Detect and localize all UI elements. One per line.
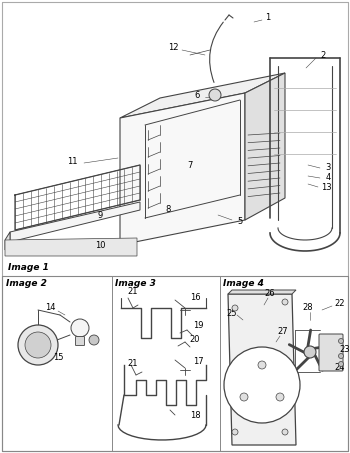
Circle shape [338, 338, 343, 343]
Text: 25: 25 [227, 309, 237, 318]
Polygon shape [228, 290, 296, 294]
Circle shape [232, 429, 238, 435]
FancyBboxPatch shape [76, 337, 84, 346]
Circle shape [232, 305, 238, 311]
Text: 16: 16 [190, 294, 200, 303]
Polygon shape [120, 93, 245, 245]
Text: Image 4: Image 4 [223, 279, 264, 288]
Text: 7: 7 [187, 160, 193, 169]
Text: 21: 21 [128, 360, 138, 368]
Circle shape [282, 299, 288, 305]
Circle shape [338, 353, 343, 358]
Text: Image 3: Image 3 [115, 279, 156, 288]
Text: 8: 8 [165, 206, 171, 215]
Text: 21: 21 [128, 286, 138, 295]
Circle shape [224, 347, 300, 423]
Text: 3: 3 [325, 164, 331, 173]
Text: 15: 15 [53, 353, 63, 362]
Circle shape [258, 361, 266, 369]
Text: 2: 2 [320, 50, 326, 59]
Text: 28: 28 [303, 304, 313, 313]
Polygon shape [245, 73, 285, 220]
Text: 17: 17 [193, 357, 203, 366]
Polygon shape [120, 73, 285, 118]
Polygon shape [5, 238, 137, 256]
Circle shape [282, 429, 288, 435]
Text: 20: 20 [190, 336, 200, 344]
Circle shape [89, 335, 99, 345]
Text: Image 1: Image 1 [8, 264, 49, 273]
Text: 26: 26 [265, 289, 275, 299]
Circle shape [71, 319, 89, 337]
Text: 14: 14 [45, 304, 55, 313]
Text: 10: 10 [95, 241, 105, 250]
Circle shape [338, 361, 343, 366]
Circle shape [304, 346, 316, 358]
Text: 13: 13 [321, 183, 331, 193]
Text: Image 2: Image 2 [6, 279, 47, 288]
Circle shape [209, 89, 221, 101]
Text: 24: 24 [335, 363, 345, 372]
Circle shape [18, 325, 58, 365]
Text: 1: 1 [265, 14, 271, 23]
Text: 19: 19 [193, 321, 203, 329]
Polygon shape [228, 294, 296, 445]
Text: 23: 23 [340, 346, 350, 355]
Polygon shape [10, 202, 140, 242]
Text: 27: 27 [278, 328, 288, 337]
Text: 5: 5 [237, 217, 243, 226]
Text: 6: 6 [194, 91, 200, 100]
Polygon shape [5, 232, 10, 250]
Text: 9: 9 [97, 211, 103, 220]
Circle shape [276, 393, 284, 401]
Text: 4: 4 [326, 173, 331, 183]
Circle shape [25, 332, 51, 358]
Text: 22: 22 [335, 299, 345, 308]
Text: 11: 11 [67, 158, 77, 167]
Circle shape [240, 393, 248, 401]
Text: 18: 18 [190, 410, 200, 419]
FancyBboxPatch shape [319, 334, 343, 371]
Text: 12: 12 [168, 43, 178, 53]
